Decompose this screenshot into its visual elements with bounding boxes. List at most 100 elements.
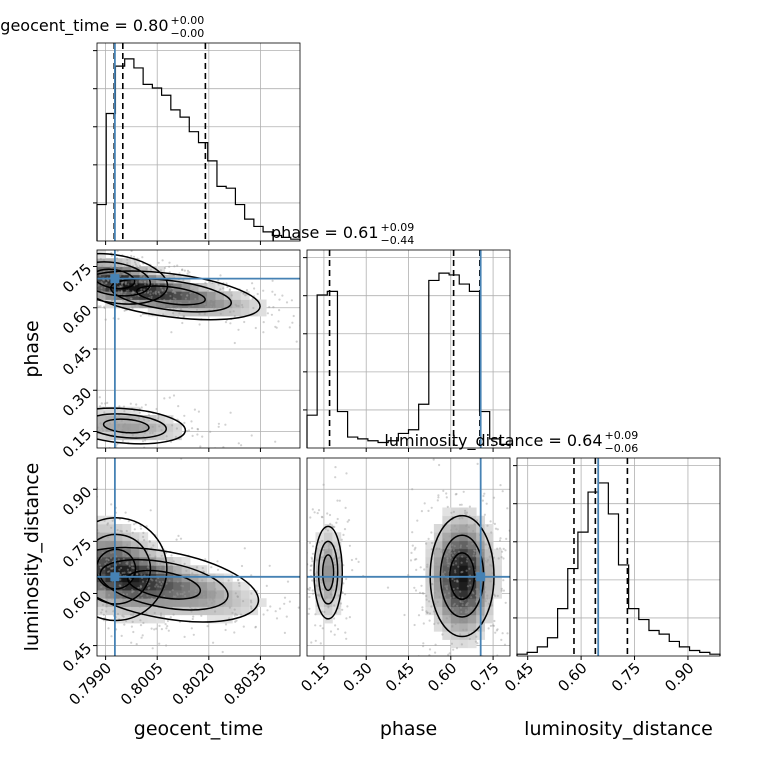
sample-point	[147, 413, 151, 416]
sample-point	[78, 293, 80, 295]
histogram-luminosity_distance	[516, 482, 721, 656]
sample-point	[327, 580, 330, 583]
sample-point	[448, 562, 451, 565]
density-cell	[97, 431, 106, 441]
sample-point	[209, 305, 212, 308]
density-cell	[181, 565, 191, 574]
density-cell	[459, 524, 469, 533]
sample-point	[249, 599, 253, 602]
title-minus-geocent_time: −0.00	[171, 27, 205, 40]
density-cell	[190, 606, 199, 616]
sample-point	[209, 595, 212, 598]
sample-point	[307, 587, 309, 591]
sample-point	[161, 259, 164, 262]
sample-point	[131, 552, 134, 555]
sample-point	[453, 579, 456, 583]
sample-point	[148, 582, 151, 585]
density-cell	[450, 614, 460, 624]
sample-point	[445, 492, 448, 495]
sample-point	[192, 633, 195, 636]
sample-point	[189, 291, 192, 295]
sample-point	[329, 630, 333, 633]
sample-point	[465, 560, 468, 563]
sample-point	[124, 291, 127, 294]
density-cell	[139, 590, 149, 599]
density-cell	[450, 598, 460, 607]
density-cell	[147, 606, 157, 616]
sample-point	[43, 254, 45, 256]
sample-point	[108, 540, 111, 543]
sample-point	[101, 427, 104, 430]
sample-point	[486, 594, 489, 597]
sample-point	[86, 299, 88, 301]
sample-point	[438, 566, 441, 569]
sample-point	[27, 265, 29, 267]
sample-point	[97, 295, 100, 298]
sample-point	[54, 427, 56, 429]
sample-point	[328, 542, 331, 546]
density-cell	[240, 598, 250, 607]
sample-point	[131, 531, 134, 534]
sample-point	[428, 612, 432, 615]
sample-point	[131, 590, 134, 593]
density-cell	[139, 557, 149, 566]
sample-point	[472, 592, 475, 595]
sample-point	[141, 580, 145, 583]
sample-point	[124, 283, 127, 286]
sample-point	[430, 531, 433, 534]
density-cell	[442, 590, 452, 599]
density-cell	[190, 581, 199, 591]
density-cell	[147, 581, 157, 591]
sample-point	[314, 613, 317, 616]
sample-point	[6, 239, 8, 241]
sample-point	[464, 609, 468, 612]
density-cell	[105, 532, 115, 541]
sample-point	[484, 600, 487, 603]
density-cell	[323, 565, 333, 574]
sample-point	[203, 595, 206, 599]
density-cell	[433, 590, 443, 599]
sample-point	[121, 425, 125, 428]
sample-point	[173, 265, 176, 268]
sample-point	[344, 506, 347, 509]
sample-point	[472, 533, 475, 537]
sample-point	[415, 558, 418, 561]
sample-point	[433, 622, 436, 626]
sample-point	[437, 590, 440, 593]
sample-point	[75, 572, 77, 574]
sample-point	[454, 569, 457, 572]
sample-point	[319, 624, 322, 627]
sample-point	[71, 527, 73, 529]
sample-point	[84, 524, 86, 526]
sample-point	[464, 619, 467, 622]
sample-point	[98, 274, 102, 277]
sample-point	[145, 267, 148, 271]
sample-point	[288, 600, 291, 603]
sample-point	[157, 291, 160, 294]
sample-point	[308, 586, 311, 590]
sample-point	[37, 271, 39, 273]
density-cell	[459, 614, 469, 624]
sample-point	[322, 548, 325, 552]
sample-point	[493, 699, 495, 701]
sample-point	[234, 612, 237, 615]
sample-point	[436, 499, 439, 502]
density-cell	[467, 590, 477, 599]
sample-point	[448, 535, 451, 538]
density-cell	[232, 598, 242, 607]
sample-point	[492, 496, 496, 499]
sample-point	[105, 295, 108, 298]
sample-point	[205, 588, 208, 591]
sample-point	[483, 598, 487, 601]
density-cell	[484, 590, 494, 599]
density-cell	[105, 524, 115, 533]
sample-point	[234, 592, 237, 595]
sample-point	[433, 577, 436, 580]
sample-point	[94, 597, 96, 599]
sample-point	[147, 587, 150, 590]
sample-point	[444, 585, 447, 588]
sample-point	[147, 419, 150, 422]
sample-point	[104, 402, 107, 405]
sample-point	[10, 242, 12, 244]
